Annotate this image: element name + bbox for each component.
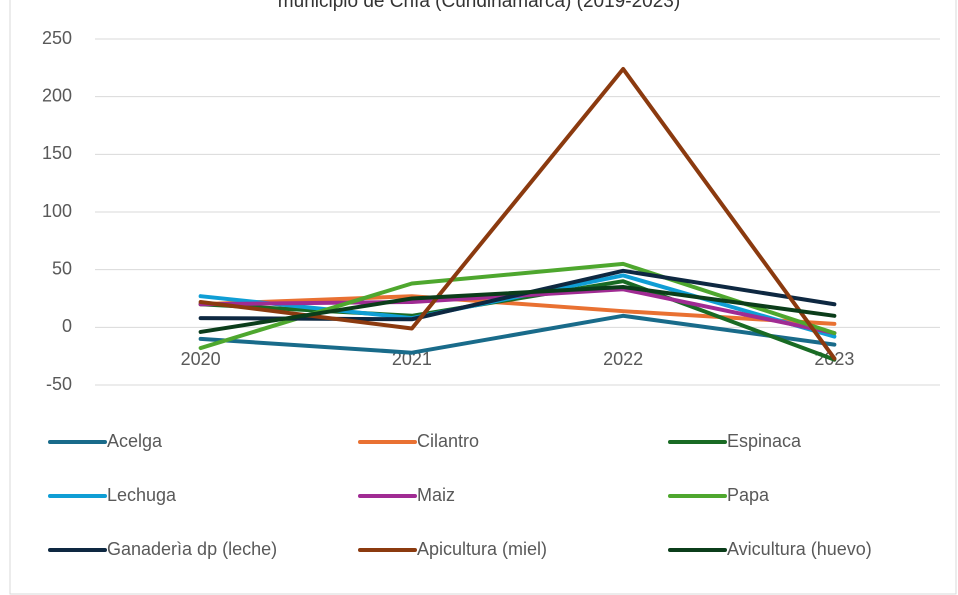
legend-label: Papa: [727, 485, 770, 505]
y-tick-label: 50: [52, 258, 72, 278]
legend-label: Avicultura (huevo): [727, 539, 872, 559]
series-line: [198, 294, 837, 326]
y-tick-label: 0: [62, 316, 72, 336]
legend-label: Maiz: [417, 485, 455, 505]
x-tick-label: 2021: [392, 349, 432, 369]
legend-label: Cilantro: [417, 431, 479, 451]
series-line: [198, 313, 837, 355]
legend-label: Apicultura (miel): [417, 539, 547, 559]
legend-label: Lechuga: [107, 485, 177, 505]
legend-label: Espinaca: [727, 431, 802, 451]
legend-label: Acelga: [107, 431, 163, 451]
chart-title: municipio de Chía (Cundinamarca) (2019-2…: [278, 0, 680, 12]
y-tick-label: 200: [42, 85, 72, 105]
legend-label: Ganaderìa dp (leche): [107, 539, 277, 559]
y-tick-label: -50: [46, 374, 72, 394]
y-tick-label: 100: [42, 201, 72, 221]
x-tick-label: 2020: [181, 349, 221, 369]
y-tick-label: 150: [42, 143, 72, 163]
y-tick-label: 250: [42, 28, 72, 48]
series-line: [198, 268, 837, 322]
series-line: [198, 284, 837, 334]
x-tick-label: 2022: [603, 349, 643, 369]
